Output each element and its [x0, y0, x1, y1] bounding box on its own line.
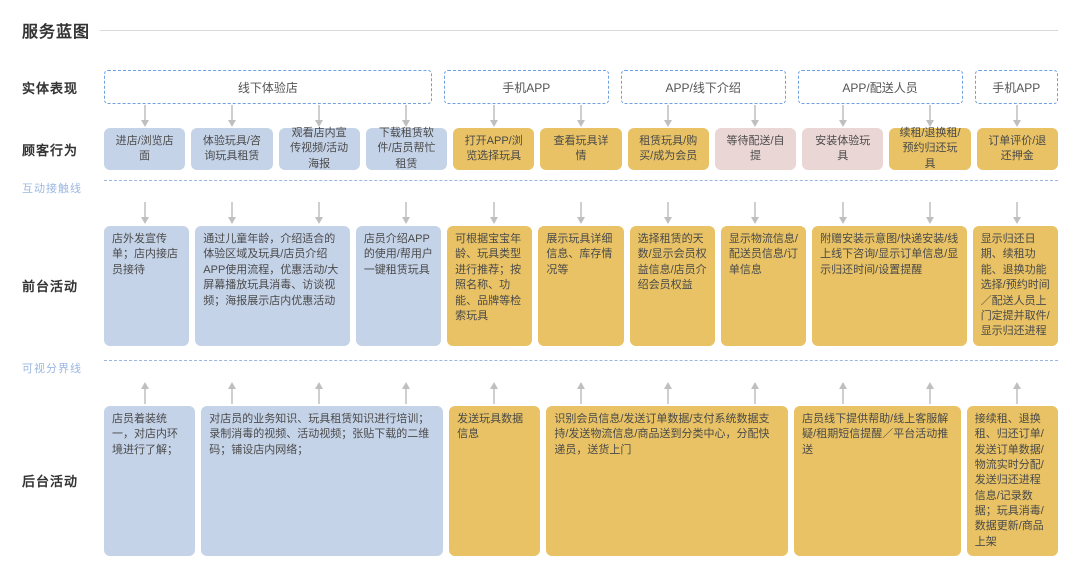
entity-lane: 线下体验店手机APPAPP/线下介绍APP/配送人员手机APP — [104, 70, 1058, 104]
arrow-down-icon — [279, 104, 360, 128]
customer-action: 进店/浏览店面 — [104, 128, 185, 170]
customer-action: 续租/退换租/预约归还玩具 — [889, 128, 970, 170]
back-activity: 店员线下提供帮助/线上客服解疑/租期短信提醒／平台活动推送 — [794, 406, 961, 557]
arrow-down-icon — [540, 104, 621, 128]
interaction-dash-line — [104, 180, 1058, 181]
entity-box: 线下体验店 — [104, 70, 432, 104]
arrow-down-icon — [104, 200, 185, 226]
arrow-down-icon — [453, 104, 534, 128]
arrow-down-icon — [715, 104, 796, 128]
customer-action: 租赁玩具/购买/成为会员 — [628, 128, 709, 170]
customer-label: 顾客行为 — [22, 128, 104, 170]
front-activity: 显示物流信息/配送员信息/订单信息 — [721, 226, 806, 346]
arrow-down-icon — [366, 104, 447, 128]
arrow-down-icon — [889, 104, 970, 128]
front-label: 前台活动 — [22, 226, 104, 346]
arrows-back-front — [22, 380, 1058, 406]
front-activity: 店员介绍APP的使用/帮用户一键租赁玩具 — [356, 226, 441, 346]
customer-action: 下载租赁软件/店员帮忙租赁 — [366, 128, 447, 170]
arrow-down-icon — [715, 200, 796, 226]
arrow-up-icon — [715, 380, 796, 406]
entity-box: APP/线下介绍 — [621, 70, 786, 104]
front-activity: 可根据宝宝年龄、玩具类型进行推荐；按照名称、功能、品牌等检索玩具 — [447, 226, 532, 346]
front-activity: 显示归还日期、续租功能、退换功能选择/预约时间／配送人员上门定提并取件/显示归还… — [973, 226, 1058, 346]
arrow-down-icon — [628, 200, 709, 226]
customer-action: 观看店内宣传视频/活动海报 — [279, 128, 360, 170]
back-activity: 店员着装统一，对店内环境进行了解； — [104, 406, 195, 557]
arrow-down-icon — [977, 104, 1058, 128]
back-activity: 识别会员信息/发送订单数据/支付系统数据支持/发送物流信息/商品送到分类中心，分… — [546, 406, 788, 557]
arrow-up-icon — [191, 380, 272, 406]
interaction-line-label: 互动接触线 — [22, 180, 104, 196]
arrow-down-icon — [628, 104, 709, 128]
arrow-down-icon — [802, 200, 883, 226]
arrow-down-icon — [453, 200, 534, 226]
arrow-up-icon — [453, 380, 534, 406]
arrow-down-icon — [191, 104, 272, 128]
arrow-up-icon — [366, 380, 447, 406]
visibility-dash-line — [104, 360, 1058, 361]
front-activity: 附赠安装示意图/快递安装/线上线下咨询/显示订单信息/显示归还时间/设置提醒 — [812, 226, 967, 346]
arrow-up-icon — [104, 380, 185, 406]
customer-action: 打开APP/浏览选择玩具 — [453, 128, 534, 170]
arrows-entity-customer — [22, 104, 1058, 128]
back-row: 后台活动 店员着装统一，对店内环境进行了解；对店员的业务知识、玩具租赁知识进行培… — [22, 406, 1058, 557]
arrow-up-icon — [279, 380, 360, 406]
customer-action: 等待配送/自提 — [715, 128, 796, 170]
customer-action: 查看玩具详情 — [540, 128, 621, 170]
arrow-up-icon — [977, 380, 1058, 406]
customer-row: 顾客行为 进店/浏览店面体验玩具/咨询玩具租赁观看店内宣传视频/活动海报下载租赁… — [22, 128, 1058, 170]
arrows-customer-front — [22, 200, 1058, 226]
arrow-up-icon — [802, 380, 883, 406]
arrow-down-icon — [191, 200, 272, 226]
front-activity: 店外发宣传单；店内接店员接待 — [104, 226, 189, 346]
blueprint-title: 服务蓝图 — [22, 18, 90, 42]
arrow-down-icon — [279, 200, 360, 226]
arrow-down-icon — [540, 200, 621, 226]
customer-action: 安装体验玩具 — [802, 128, 883, 170]
entity-box: 手机APP — [444, 70, 609, 104]
visibility-line-row: 可视分界线 — [22, 360, 1058, 376]
arrow-up-icon — [889, 380, 970, 406]
entity-label: 实体表现 — [22, 70, 104, 104]
arrow-down-icon — [977, 200, 1058, 226]
arrow-down-icon — [802, 104, 883, 128]
arrow-down-icon — [104, 104, 185, 128]
back-activity: 接续租、退换租、归还订单/发送订单数据/物流实时分配/发送归还进程信息/记录数据… — [967, 406, 1058, 557]
entity-box: APP/配送人员 — [798, 70, 963, 104]
customer-lane: 进店/浏览店面体验玩具/咨询玩具租赁观看店内宣传视频/活动海报下载租赁软件/店员… — [104, 128, 1058, 170]
customer-action: 体验玩具/咨询玩具租赁 — [191, 128, 272, 170]
back-activity: 发送玩具数据信息 — [449, 406, 540, 557]
entity-box: 手机APP — [975, 70, 1058, 104]
front-row: 前台活动 店外发宣传单；店内接店员接待通过儿童年龄，介绍适合的体验区域及玩具/店… — [22, 226, 1058, 346]
customer-action: 订单评价/退还押金 — [977, 128, 1058, 170]
entity-row: 实体表现 线下体验店手机APPAPP/线下介绍APP/配送人员手机APP — [22, 70, 1058, 104]
arrow-down-icon — [889, 200, 970, 226]
front-activity: 选择租赁的天数/显示会员权益信息/店员介绍会员权益 — [630, 226, 715, 346]
visibility-line-label: 可视分界线 — [22, 360, 104, 376]
title-divider — [100, 30, 1058, 31]
arrow-up-icon — [628, 380, 709, 406]
back-label: 后台活动 — [22, 406, 104, 557]
interaction-line-row: 互动接触线 — [22, 180, 1058, 196]
back-activity: 对店员的业务知识、玩具租赁知识进行培训；录制消毒的视频、活动视频；张贴下载的二维… — [201, 406, 443, 557]
arrow-up-icon — [540, 380, 621, 406]
front-activity: 展示玩具详细信息、库存情况等 — [538, 226, 623, 346]
title-row: 服务蓝图 — [22, 18, 1058, 42]
front-activity: 通过儿童年龄，介绍适合的体验区域及玩具/店员介绍APP使用流程，优惠活动/大屏幕… — [195, 226, 350, 346]
arrow-down-icon — [366, 200, 447, 226]
